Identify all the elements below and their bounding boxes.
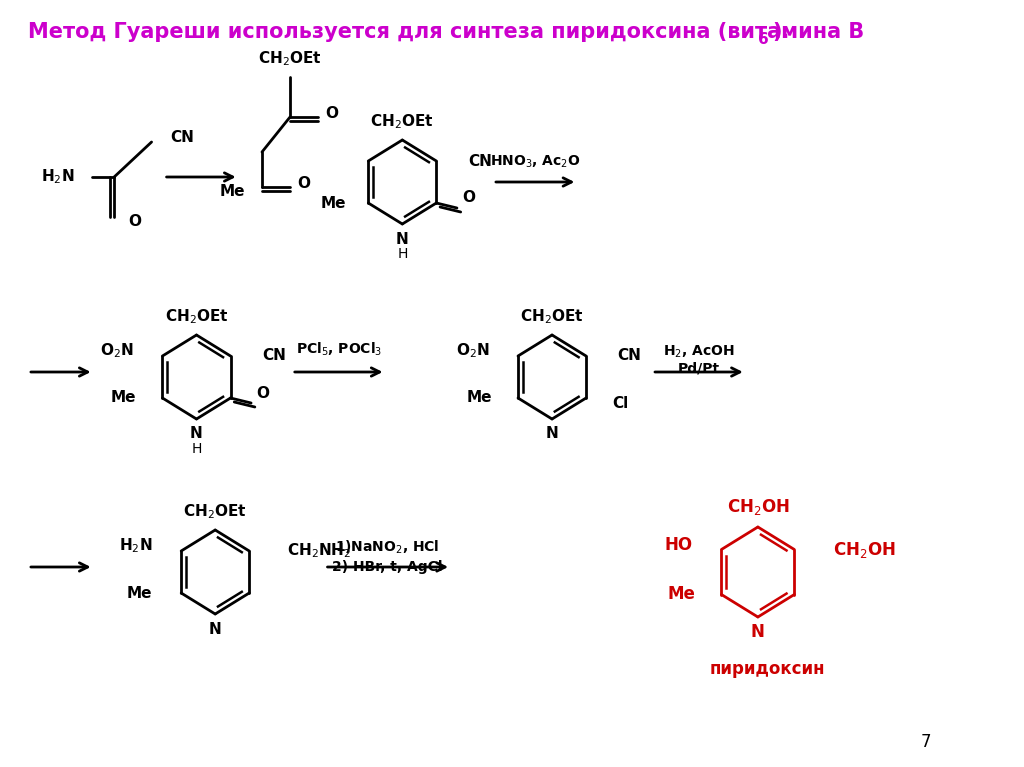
Text: CN: CN bbox=[468, 153, 492, 169]
Text: O$_2$N: O$_2$N bbox=[456, 341, 489, 360]
Text: Me: Me bbox=[219, 185, 245, 199]
Text: Me: Me bbox=[668, 585, 695, 603]
Text: CN: CN bbox=[617, 348, 641, 364]
Text: CH$_2$OEt: CH$_2$OEt bbox=[520, 308, 584, 326]
Text: H$_2$, AcOH: H$_2$, AcOH bbox=[664, 344, 734, 360]
Text: 2) HBr, t, AgCl: 2) HBr, t, AgCl bbox=[332, 560, 442, 574]
Text: O: O bbox=[298, 176, 310, 192]
Text: CH$_2$OEt: CH$_2$OEt bbox=[371, 113, 434, 131]
Text: CH$_2$OEt: CH$_2$OEt bbox=[165, 308, 228, 326]
Text: HNO$_3$, Ac$_2$O: HNO$_3$, Ac$_2$O bbox=[489, 154, 581, 170]
Text: N: N bbox=[396, 232, 409, 246]
Text: Me: Me bbox=[127, 585, 153, 601]
Text: O: O bbox=[128, 215, 141, 229]
Text: Метод Гуареши используется для синтеза пиридоксина (витамина B: Метод Гуареши используется для синтеза п… bbox=[28, 22, 864, 42]
Text: CH$_2$NH$_2$: CH$_2$NH$_2$ bbox=[288, 542, 351, 561]
Text: H$_2$N: H$_2$N bbox=[41, 168, 75, 186]
Text: ).: ). bbox=[772, 22, 790, 42]
Text: HO: HO bbox=[665, 536, 692, 554]
Text: O: O bbox=[256, 386, 269, 400]
Text: N: N bbox=[190, 426, 203, 442]
Text: CH$_2$OH: CH$_2$OH bbox=[833, 540, 895, 560]
Text: 6: 6 bbox=[758, 31, 769, 47]
Text: CH$_2$OH: CH$_2$OH bbox=[726, 497, 790, 517]
Text: N: N bbox=[751, 623, 765, 641]
Text: CN: CN bbox=[170, 130, 195, 144]
Text: Me: Me bbox=[112, 390, 136, 406]
Text: H: H bbox=[397, 247, 408, 261]
Text: 1)NaNO$_2$, HCl: 1)NaNO$_2$, HCl bbox=[335, 538, 439, 556]
Text: Me: Me bbox=[467, 390, 493, 406]
Text: N: N bbox=[546, 426, 558, 442]
Text: H$_2$N: H$_2$N bbox=[119, 537, 153, 555]
Text: CH$_2$OEt: CH$_2$OEt bbox=[258, 50, 322, 68]
Text: CH$_2$OEt: CH$_2$OEt bbox=[183, 502, 247, 522]
Text: Me: Me bbox=[321, 196, 346, 210]
Text: Cl: Cl bbox=[612, 396, 628, 410]
Text: Pd/Pt: Pd/Pt bbox=[678, 362, 720, 376]
Text: CN: CN bbox=[262, 348, 286, 364]
Text: O: O bbox=[462, 190, 475, 206]
Text: N: N bbox=[209, 621, 221, 637]
Text: PCl$_5$, POCl$_3$: PCl$_5$, POCl$_3$ bbox=[296, 341, 382, 357]
Text: O$_2$N: O$_2$N bbox=[100, 341, 134, 360]
Text: O: O bbox=[326, 107, 339, 121]
Text: 7: 7 bbox=[921, 733, 932, 751]
Text: H: H bbox=[191, 442, 202, 456]
Text: пиридоксин: пиридоксин bbox=[710, 660, 825, 678]
